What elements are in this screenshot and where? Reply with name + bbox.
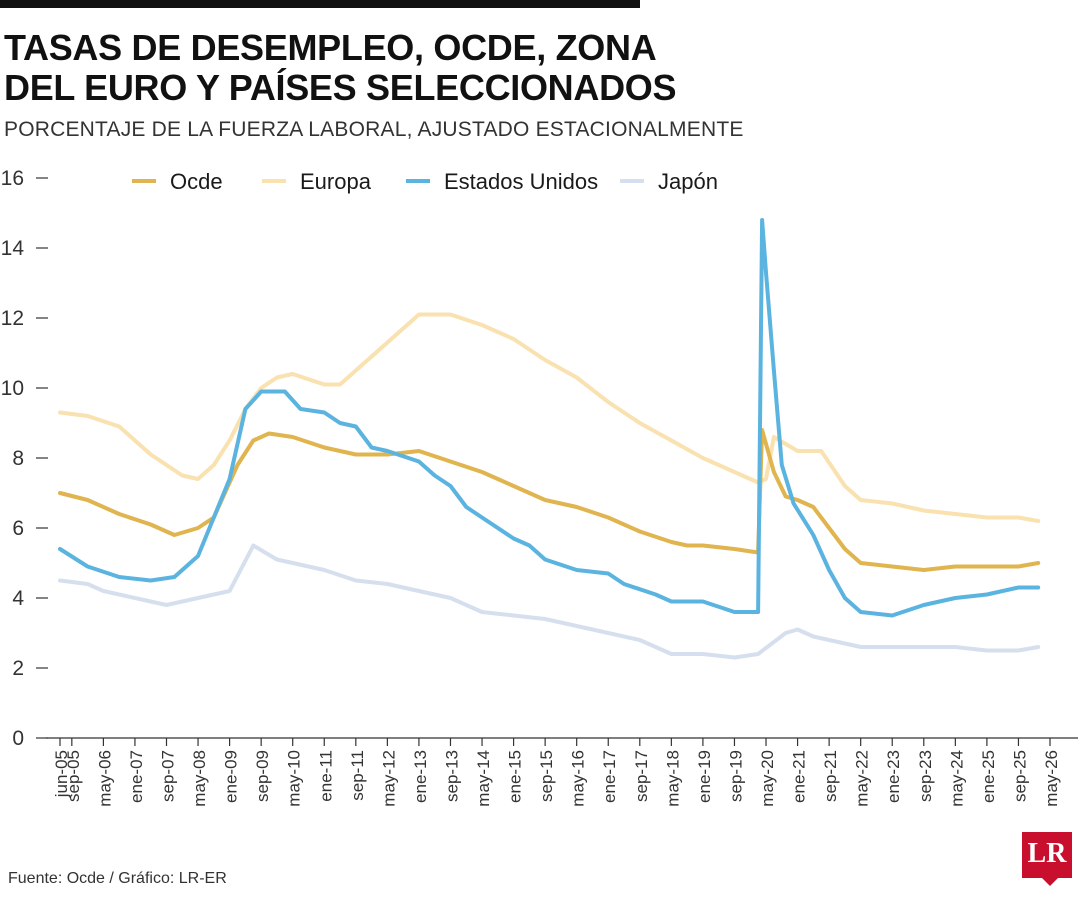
y-tick-label: 0 [12,727,24,750]
x-tick-label: sep-09 [253,750,272,802]
y-tick-label: 10 [1,377,24,400]
x-tick-label: sep-07 [158,750,177,802]
y-tick-label: 16 [1,167,24,190]
top-accent-bar [0,0,640,8]
series-line-japón [58,543,1041,660]
series-line-europa [58,312,1041,523]
x-tick-label: sep-13 [442,750,461,802]
x-tick-label: sep-05 [64,750,83,802]
source-note: Fuente: Ocde / Gráfico: LR-ER [8,870,227,887]
chart-title: TASAS DE DESEMPLEO, OCDE, ZONA DEL EURO … [4,27,677,108]
x-tick-label: may-24 [947,750,966,807]
x-tick-label: ene-11 [316,750,335,802]
x-tick-label: ene-17 [600,750,619,803]
x-tick-label: ene-15 [506,750,525,803]
x-tick-label: may-14 [474,750,493,807]
x-tick-label: jun-05 [52,750,71,798]
series-line-estados-unidos [58,218,1041,618]
chart-subtitle: PORCENTAJE DE LA FUERZA LABORAL, AJUSTAD… [4,118,744,141]
y-tick-label: 8 [12,447,24,470]
x-tick-label: ene-07 [127,750,146,803]
legend-label: Estados Unidos [444,169,598,194]
y-tick-label: 12 [1,307,24,330]
x-tick-label: may-20 [758,750,777,807]
x-tick-label: may-22 [853,750,872,807]
x-tick-label: ene-13 [411,750,430,803]
y-tick-label: 6 [12,517,24,540]
x-tick-label: sep-17 [632,750,651,802]
y-tick-label: 2 [12,657,24,680]
lr-logo-text: LR [1027,838,1067,869]
series-line-ocde [58,428,1041,572]
legend-label: Ocde [170,169,223,194]
x-tick-label: sep-21 [821,750,840,802]
x-tick-label: may-08 [190,750,209,807]
x-tick-label: may-26 [1042,750,1061,807]
x-tick-label: sep-15 [537,750,556,802]
x-tick-label: sep-11 [348,750,367,801]
x-tick-label: may-16 [569,750,588,807]
y-tick-label: 14 [1,237,25,260]
x-tick-label: may-12 [379,750,398,807]
x-tick-label: may-10 [285,750,304,807]
x-tick-label: ene-23 [884,750,903,803]
lr-logo: LR [1022,832,1072,888]
x-tick-label: ene-19 [695,750,714,803]
x-tick-label: sep-23 [916,750,935,802]
x-tick-label: ene-21 [790,750,809,803]
x-tick-label: may-18 [663,750,682,807]
x-tick-label: sep-25 [1010,750,1029,802]
x-tick-label: sep-19 [726,750,745,802]
y-tick-label: 4 [12,587,24,610]
x-tick-label: ene-25 [979,750,998,803]
x-tick-label: ene-09 [222,750,241,803]
legend-label: Europa [300,169,372,194]
legend-label: Japón [658,169,718,194]
x-tick-label: may-06 [95,750,114,807]
